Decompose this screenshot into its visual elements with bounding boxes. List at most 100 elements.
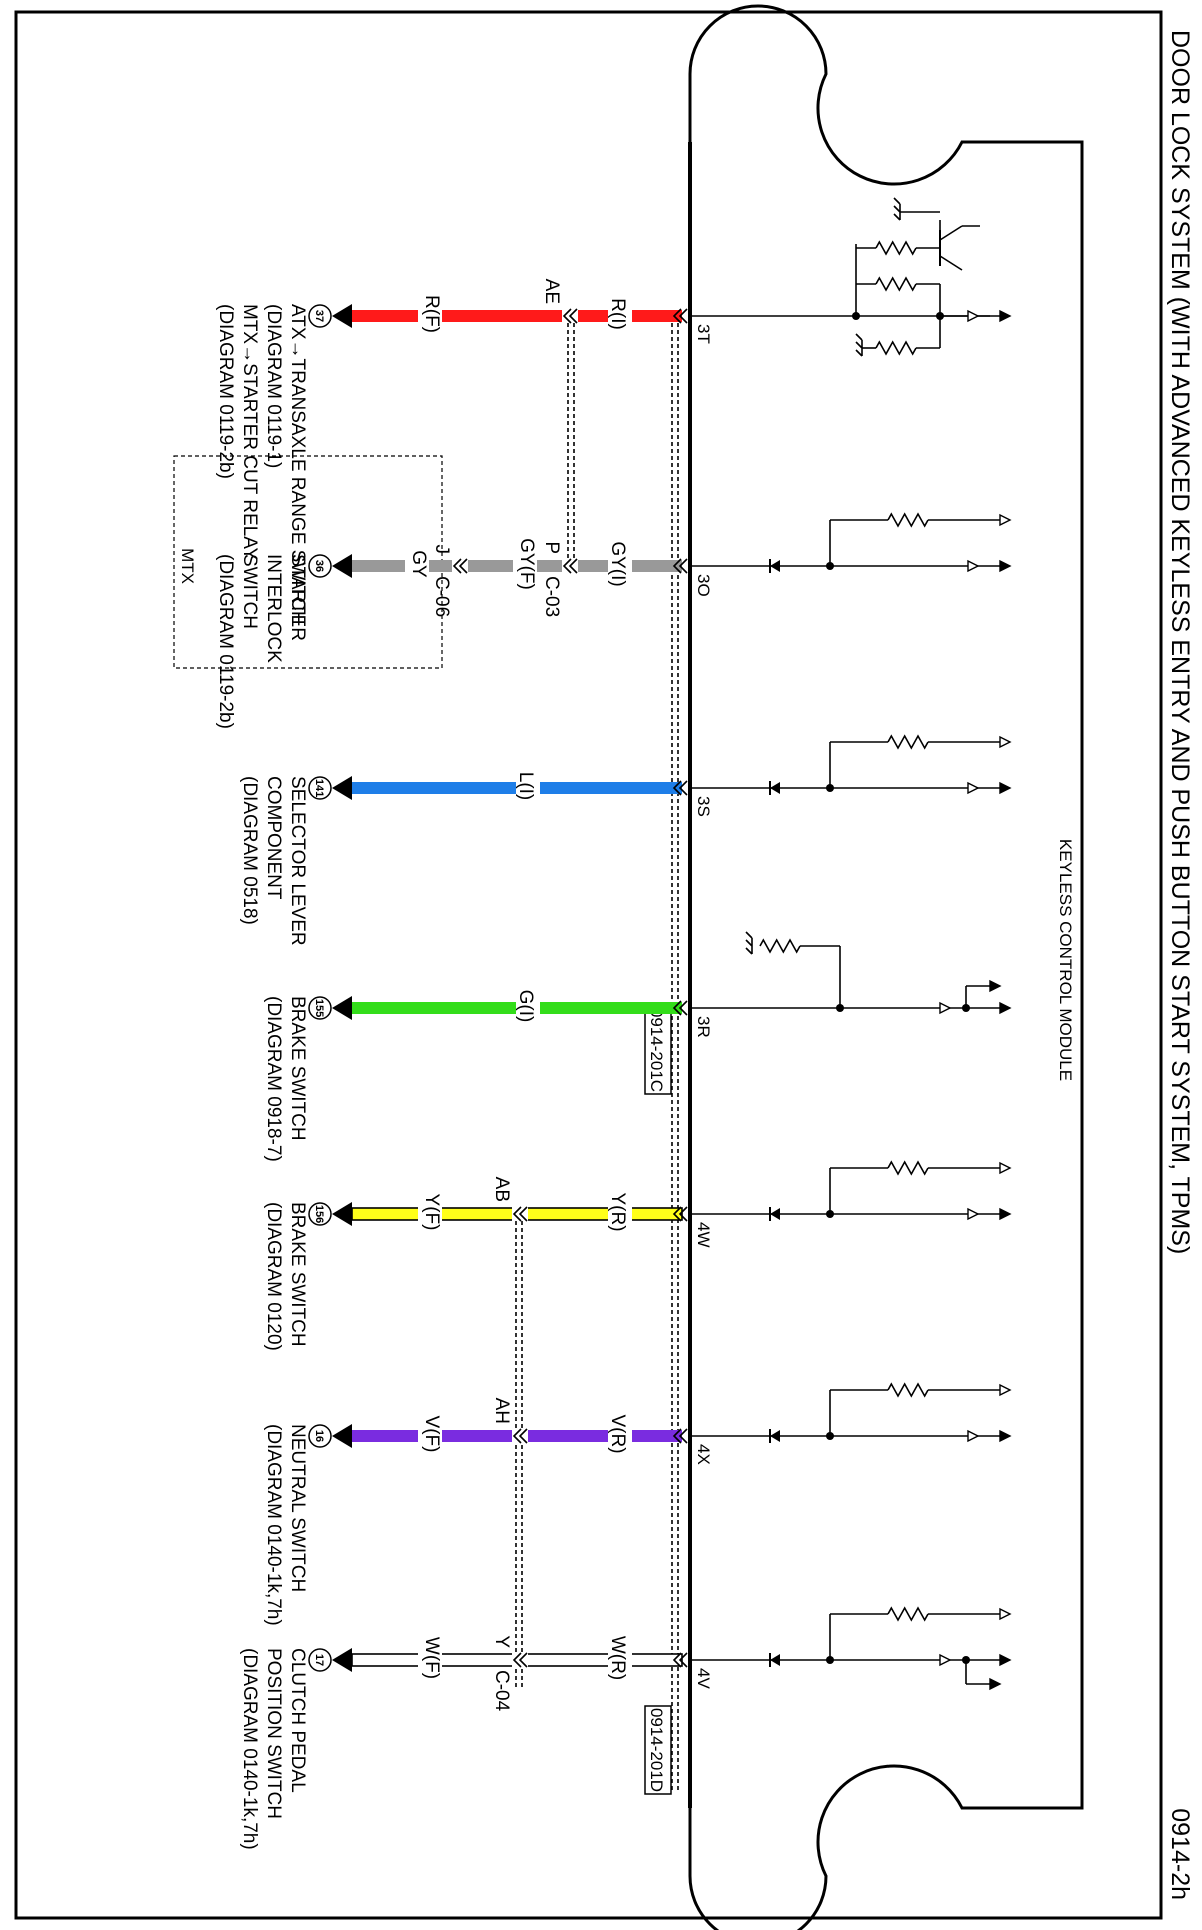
destination-arrow (332, 1424, 352, 1448)
terminal-chevron (672, 308, 688, 324)
circuit-4x (308, 1382, 1012, 1448)
terminal-label: 4W (694, 1222, 713, 1248)
circuits: 3T R(I) AE R(F) 37 ATX→TRANSAXLE RANGE SWITCH… (178, 197, 1012, 1850)
destination-desc: BRAKE SWITCH (287, 996, 308, 1141)
resistor (887, 512, 929, 528)
destination-desc: (DIAGRAM 0518) (239, 776, 260, 925)
terminal-chevron (672, 1000, 688, 1016)
output-arrow (999, 781, 1012, 795)
transistor-collector (939, 225, 963, 241)
resistor (887, 734, 929, 750)
destination-desc: (DIAGRAM 0918-7) (263, 996, 284, 1162)
label-gap (418, 309, 442, 323)
destination-desc: (DIAGRAM 0119-2b) (215, 304, 236, 479)
ground-symbol (893, 197, 901, 221)
circuit-3t (308, 197, 1012, 357)
wire-inner-label: L(I) (515, 772, 536, 801)
terminal-label: 3T (694, 324, 713, 344)
module-internal-circuit (690, 1606, 1012, 1691)
label-gap (418, 1207, 442, 1221)
destination-desc: NEUTRAL SWITCH (287, 1424, 308, 1592)
wire-inner-label: R(I) (607, 298, 628, 330)
destination-arrow (332, 554, 352, 578)
destination-desc: BRAKE SWITCH (287, 1202, 308, 1347)
module-internal-circuit (690, 1382, 1012, 1443)
wire-inner-label: Y(R) (607, 1192, 628, 1231)
module-outline (688, 4, 1084, 1930)
module-internal-circuit (690, 734, 1012, 795)
destination-arrow (332, 304, 352, 328)
output-arrow (999, 1653, 1012, 1667)
input-arrow (939, 1653, 952, 1667)
destination-arrow (332, 996, 352, 1020)
destination-desc: (DIAGRAM 0140-1k,7h) (239, 1648, 260, 1850)
joint-label: AE (541, 279, 562, 304)
module-internal-circuit (690, 1160, 1012, 1221)
connector2-pin-label: J (431, 545, 452, 555)
destination-desc: (DIAGRAM 0140-1k,7h) (263, 1424, 284, 1626)
circuit-4v (308, 1606, 1012, 1691)
output-arrow (999, 1001, 1012, 1015)
destination-desc: (DIAGRAM 0119-2b) (215, 554, 236, 729)
harness-connector-201c-label: 0914-201C (647, 1008, 666, 1092)
terminal-chevron (672, 1428, 688, 1444)
connector-label: C-04 (491, 1670, 512, 1712)
circuit-number: 36 (313, 560, 325, 572)
resistor (887, 1382, 929, 1398)
harness-shield (671, 316, 679, 1790)
destination-desc: COMPONENT (263, 776, 284, 900)
joint-chevron (512, 1206, 528, 1222)
wire-inner-label: GY(I) (607, 541, 628, 586)
input-arrow (999, 1607, 1012, 1621)
module-internal-circuit (690, 512, 1012, 573)
connector-chevron (512, 1652, 528, 1668)
ground-symbol (855, 333, 863, 357)
diode (770, 782, 780, 794)
wire-outer-label: Y(F) (421, 1194, 442, 1231)
destination-desc: SELECTOR LEVER (287, 776, 308, 946)
terminal-label: 3S (694, 796, 713, 817)
input-arrow (939, 1001, 952, 1015)
module-internal-circuit (690, 931, 1012, 1015)
resistor (875, 240, 917, 256)
connector2-label: C-06 (431, 576, 452, 617)
destination-desc: STARTER (287, 554, 308, 641)
wire (352, 310, 682, 322)
output-arrow (999, 559, 1012, 573)
label-gap (608, 309, 632, 323)
destination-desc: MTX→STARTER CUT RELAY (239, 304, 260, 561)
circuit-number: 37 (313, 310, 325, 322)
terminal-label: 4X (694, 1444, 713, 1465)
circuit-3s (308, 734, 1012, 800)
output-arrow (999, 309, 1012, 323)
connector-pin-label: P (541, 541, 562, 554)
circuit-number: 156 (313, 1205, 325, 1223)
input-arrow (967, 559, 980, 573)
wire-inner-label: W(R) (607, 1636, 628, 1680)
harness-connector-201d-label: 0914-201D (647, 1708, 666, 1792)
terminal-chevron (672, 1652, 688, 1668)
label-gap (608, 1653, 632, 1667)
destination-desc: (DIAGRAM 0119-1) (263, 304, 284, 468)
joint-label: AH (491, 1398, 512, 1424)
wire-outer-label: GY (408, 550, 429, 578)
destination-desc: ATX→TRANSAXLE RANGE SWITCH (287, 304, 308, 625)
destination-desc: SWITCH (239, 554, 260, 629)
module-label: KEYLESS CONTROL MODULE (1056, 839, 1075, 1081)
circuit-number-circle (308, 996, 332, 1020)
circuit-number-circle (308, 554, 332, 578)
resistor (887, 1606, 929, 1622)
wire-outer-label: V(F) (421, 1416, 442, 1453)
terminal-chevron (672, 780, 688, 796)
label-gap (608, 559, 632, 573)
joint-chevron (562, 308, 578, 324)
input-arrow (999, 513, 1012, 527)
destination-desc: CLUTCH PEDAL (287, 1648, 308, 1793)
circuit-3r (308, 931, 1012, 1020)
circuit-3o (308, 512, 1012, 578)
input-arrow (999, 1383, 1012, 1397)
diode (770, 1208, 780, 1220)
ground-symbol (745, 931, 753, 955)
transistor-emitter (939, 255, 963, 271)
